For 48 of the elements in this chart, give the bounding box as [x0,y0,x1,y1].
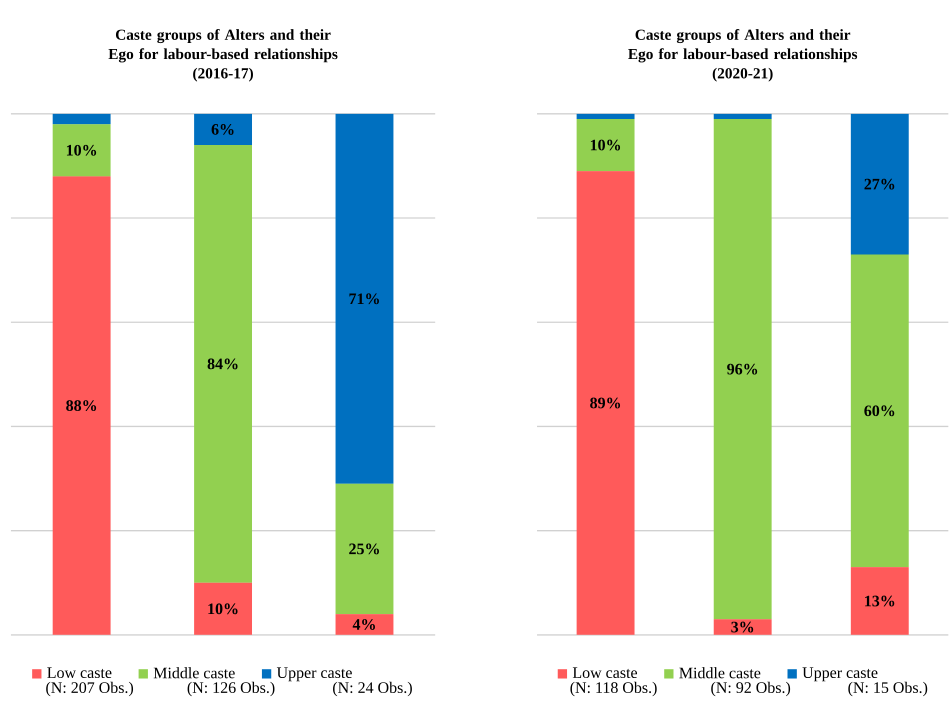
bar [336,614,394,636]
bar [850,114,909,255]
bar [336,484,394,614]
bar [194,145,252,583]
bar [850,567,909,636]
bar [194,582,252,636]
data-label: 89% [590,398,620,409]
data-label: 13% [865,596,894,607]
data-label: 60% [864,406,894,416]
bar [576,119,635,172]
x-tick-label: (N: 118 Obs.) [570,682,657,696]
legend-label: Middle caste [679,667,760,678]
chart-subtitle: (2016-17) [193,68,253,82]
x-tick-label: (N: 207 Obs.) [46,682,134,696]
bar [576,171,635,636]
legend-label: Middle caste [154,667,235,678]
data-label: 71% [349,293,379,304]
data-label: 3% [731,622,754,633]
data-label: 96% [727,364,758,375]
chart-title: Caste groups of Alters and their Ego for labour-based relationships [108,29,338,63]
bar [576,114,635,120]
legend-label: Upper caste [276,668,352,682]
data-label: 10% [590,140,620,151]
legend-label: Low caste [572,668,638,678]
legend-label: Low caste [47,668,112,678]
bar [714,114,772,120]
bar [714,119,772,620]
x-tick-label: (N: 24 Obs.) [333,682,412,696]
legend-label: Upper caste [802,668,878,682]
bar [194,114,252,146]
data-label: 10% [208,604,238,614]
bar [336,114,394,484]
chart-subtitle: (2020-21) [712,68,773,82]
x-tick-label: (N: 126 Obs.) [188,682,274,696]
data-label: 88% [66,400,96,412]
data-label: 6% [212,124,234,135]
bar [52,176,111,636]
bar [52,124,111,176]
data-label: 84% [208,358,238,370]
bar [850,254,909,568]
data-label: 10% [66,144,96,156]
x-tick-label: (N: 15 Obs.) [848,682,928,696]
chart-title: Caste groups of Alters and their Ego for labour-based relationships [628,29,858,63]
x-tick-label: (N: 92 Obs.) [711,682,790,696]
data-label: 27% [864,178,894,190]
bar [52,114,111,124]
data-label: 25% [349,544,379,554]
data-label: 4% [352,619,375,630]
